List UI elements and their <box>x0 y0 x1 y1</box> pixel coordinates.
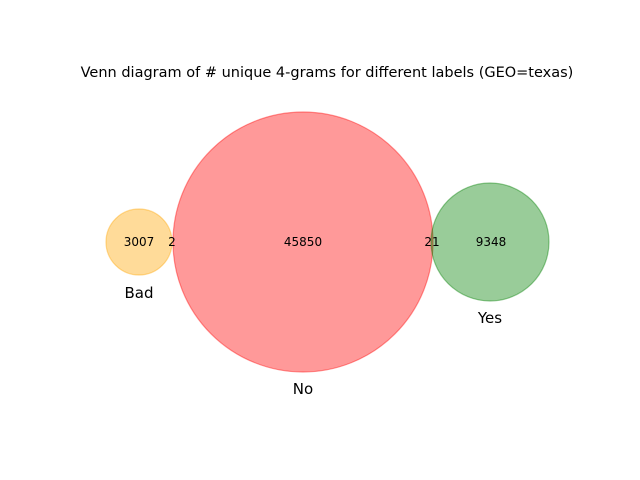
chart-title: Venn diagram of # unique 4-grams for dif… <box>81 65 574 81</box>
region-label-bad-no: 2 <box>168 235 176 249</box>
venn-circle-no <box>172 111 434 373</box>
region-label-no-only: 45850 <box>284 235 322 249</box>
region-label-no-yes: 21 <box>424 235 439 249</box>
set-label-yes: Yes <box>477 309 502 327</box>
set-label-no: No <box>293 380 313 398</box>
region-label-yes-only: 9348 <box>476 235 507 249</box>
region-label-bad-only: 3007 <box>124 235 155 249</box>
venn-circle-yes <box>430 182 550 302</box>
venn-circle-bad <box>105 208 173 276</box>
set-label-bad: Bad <box>124 284 153 302</box>
